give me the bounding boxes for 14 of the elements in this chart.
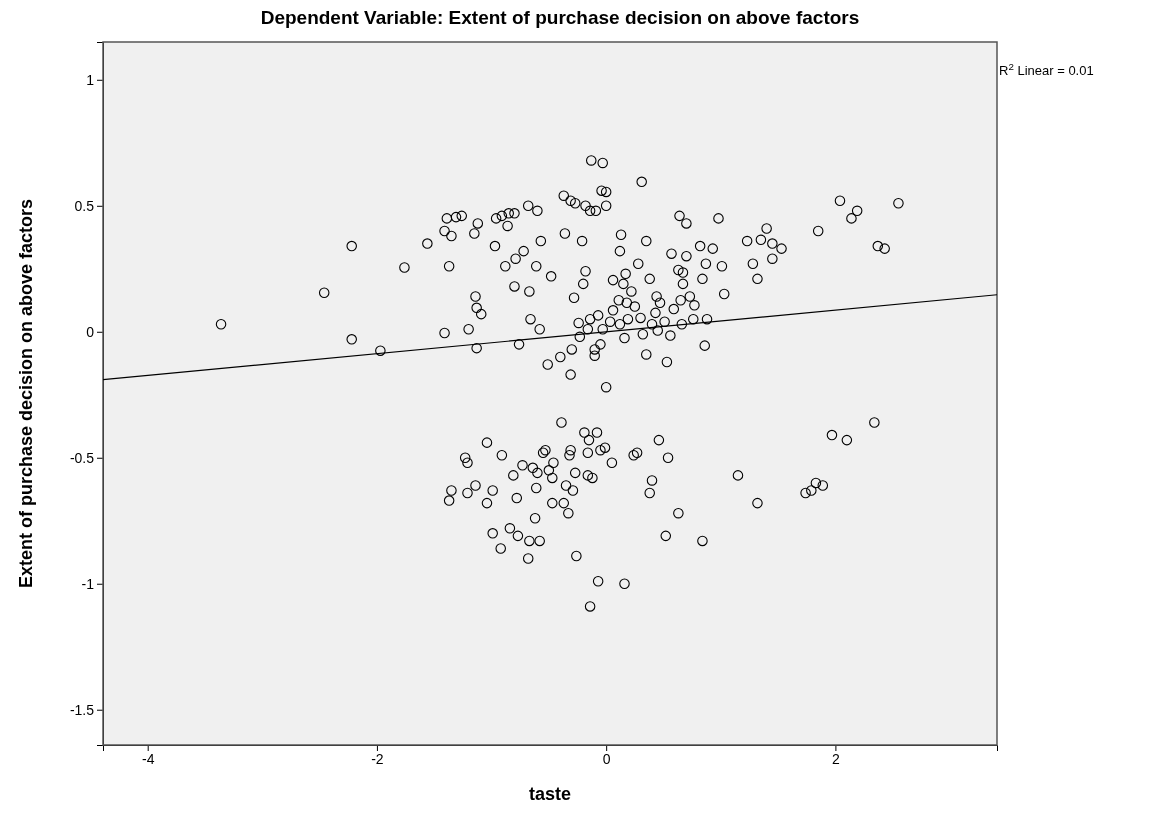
chart-title: Dependent Variable: Extent of purchase decision on above factors bbox=[260, 7, 860, 28]
y-axis-title: Extent of purchase decision on above factors bbox=[16, 198, 36, 589]
y-tick-label: -0.5 bbox=[69, 449, 95, 466]
x-tick-label: -2 bbox=[371, 750, 384, 767]
x-tick-label: 2 bbox=[831, 750, 840, 767]
y-tick-label: 1 bbox=[86, 71, 95, 88]
y-tick-label: -1.5 bbox=[69, 701, 95, 718]
text: R$^{2}$ Linear = 0.01 bbox=[999, 60, 1094, 78]
x-tick-label: -4 bbox=[141, 750, 155, 767]
y-tick-label: -1 bbox=[81, 575, 95, 592]
y-tick-label: 0 bbox=[86, 323, 95, 340]
y-tick-label: 0.5 bbox=[74, 197, 95, 214]
x-tick-label: 0 bbox=[602, 750, 611, 767]
x-axis-title: taste bbox=[528, 784, 572, 804]
